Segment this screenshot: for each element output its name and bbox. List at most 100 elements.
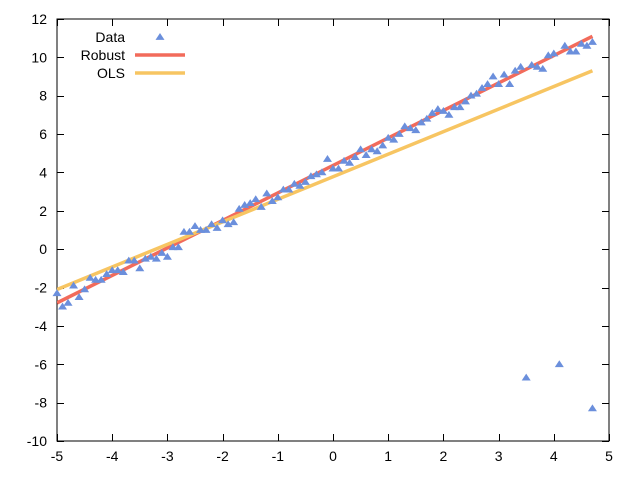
- data-point: [350, 153, 360, 160]
- legend-label-robust: Robust: [81, 47, 125, 63]
- y-tick-label: 4: [39, 164, 47, 180]
- data-point: [256, 202, 266, 210]
- data-point: [74, 293, 84, 300]
- data-point: [184, 227, 194, 235]
- y-tick-label: 0: [39, 241, 47, 257]
- data-points-group: [52, 37, 597, 412]
- data-point: [367, 145, 377, 153]
- legend-swatch-data: [155, 32, 165, 40]
- data-point: [472, 89, 482, 97]
- legend-label-ols: OLS: [97, 65, 125, 81]
- data-point: [460, 97, 470, 105]
- data-point: [80, 285, 90, 293]
- ols-fit-line: [57, 69, 594, 292]
- data-point: [212, 224, 222, 231]
- data-point: [345, 158, 355, 166]
- data-point: [405, 124, 415, 132]
- data-point: [516, 62, 526, 70]
- data-point: [383, 133, 393, 141]
- data-point: [416, 118, 426, 126]
- data-point: [245, 199, 255, 206]
- y-tick-label: -4: [35, 318, 48, 334]
- data-point: [549, 49, 559, 57]
- data-point: [538, 64, 548, 72]
- data-point: [317, 168, 327, 176]
- x-tick-label: -2: [216, 448, 229, 464]
- data-point: [267, 197, 277, 205]
- x-tick-label: 1: [384, 448, 392, 464]
- data-point: [422, 114, 432, 122]
- data-point: [140, 254, 150, 262]
- data-point: [69, 281, 79, 289]
- data-point: [438, 107, 448, 114]
- data-point: [587, 404, 597, 412]
- y-tick-label: 12: [31, 11, 47, 27]
- y-tick-label: 10: [31, 49, 47, 65]
- data-point: [118, 268, 128, 276]
- data-point: [151, 254, 161, 262]
- data-point: [444, 110, 454, 118]
- data-point: [322, 154, 332, 162]
- y-tick-label: -2: [35, 280, 48, 296]
- data-point: [582, 41, 592, 49]
- data-point: [173, 243, 183, 251]
- data-point: [306, 172, 316, 180]
- data-point: [339, 156, 349, 164]
- data-point: [554, 360, 564, 368]
- y-tick-label: -8: [35, 395, 48, 411]
- data-point: [427, 108, 437, 116]
- y-tick-label: -6: [35, 356, 48, 372]
- data-point: [527, 60, 537, 68]
- data-point: [129, 256, 139, 264]
- data-point: [251, 195, 261, 203]
- data-point: [113, 266, 123, 274]
- data-point: [394, 130, 404, 137]
- data-point: [146, 252, 156, 260]
- data-point: [483, 80, 493, 88]
- x-tick-label: 0: [329, 448, 337, 464]
- y-tick-label: 8: [39, 88, 47, 104]
- data-point: [102, 270, 112, 277]
- x-tick-label: 5: [605, 448, 613, 464]
- data-point: [521, 373, 531, 381]
- data-point: [499, 70, 509, 78]
- data-point: [411, 126, 421, 134]
- x-tick-label: 3: [495, 448, 503, 464]
- data-point: [400, 122, 410, 130]
- data-point: [361, 151, 371, 159]
- data-point: [240, 201, 250, 208]
- data-point: [505, 80, 515, 88]
- data-point: [477, 84, 487, 91]
- data-point: [207, 220, 217, 228]
- data-point: [262, 189, 272, 197]
- data-point: [532, 62, 542, 70]
- data-point: [218, 216, 228, 224]
- data-point: [455, 103, 465, 111]
- x-tick-label: 2: [440, 448, 448, 464]
- data-point: [300, 177, 310, 185]
- data-point: [295, 181, 305, 189]
- x-tick-label: -4: [106, 448, 119, 464]
- data-point: [229, 218, 239, 226]
- data-point: [378, 141, 388, 149]
- data-point: [389, 135, 399, 143]
- legend: Data Robust OLS: [81, 29, 185, 81]
- data-point: [162, 252, 172, 260]
- x-tick-label: 4: [550, 448, 558, 464]
- data-point: [433, 105, 443, 112]
- x-tick-label: -3: [161, 448, 174, 464]
- data-point: [576, 39, 586, 47]
- y-tick-label: 2: [39, 203, 47, 219]
- data-point: [157, 248, 167, 256]
- x-tick-label: -5: [51, 448, 64, 464]
- data-point: [190, 222, 200, 229]
- data-point: [135, 264, 145, 272]
- data-point: [85, 273, 95, 281]
- x-tick-label: -1: [272, 448, 285, 464]
- data-point: [466, 91, 476, 99]
- data-point: [560, 41, 570, 49]
- data-point: [587, 37, 597, 45]
- data-point: [289, 179, 299, 187]
- data-point: [63, 298, 73, 306]
